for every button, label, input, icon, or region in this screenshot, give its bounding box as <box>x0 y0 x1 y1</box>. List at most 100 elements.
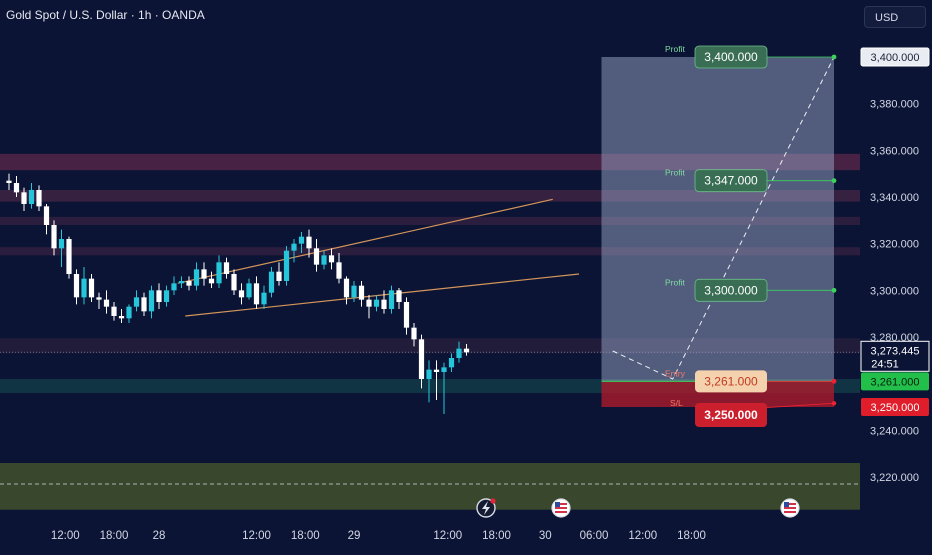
entry-price-box <box>695 370 767 393</box>
trendline <box>177 198 553 284</box>
candle <box>208 271 215 288</box>
entry-label-text: Entry <box>665 368 686 378</box>
projection-path <box>612 56 835 380</box>
entry-price-badge: 3,261.000 <box>861 372 929 391</box>
candle-body <box>321 255 327 265</box>
flag-icon-stripe <box>555 511 567 513</box>
candle <box>73 269 80 305</box>
candle <box>171 276 177 295</box>
candle-body <box>246 283 252 298</box>
candle <box>433 360 440 400</box>
candle-body <box>21 192 27 204</box>
zone-band <box>0 247 860 256</box>
us-flag-event-icon[interactable] <box>551 498 571 518</box>
bar-countdown-text: 24:51 <box>871 358 899 370</box>
time-tick-label: 12:00 <box>242 530 271 542</box>
candle-body <box>411 327 417 340</box>
candle <box>6 173 12 190</box>
candle <box>373 295 380 312</box>
candle <box>283 246 290 286</box>
candle <box>21 187 27 211</box>
price-tick-label: 3,320.000 <box>870 239 919 251</box>
candle-body <box>358 285 365 300</box>
candle <box>238 283 245 305</box>
candle <box>366 295 372 319</box>
candle-body <box>343 278 350 298</box>
flag-icon-stripe <box>784 503 796 505</box>
lightning-icon-alert-dot <box>490 498 496 504</box>
candles-layer <box>6 173 470 414</box>
events-layer[interactable] <box>476 498 800 518</box>
stop-price-badge: 3,250.000 <box>861 398 929 416</box>
profit-target-label[interactable]: 3,347.000 Profit <box>665 168 837 193</box>
profit-label-text: Profit <box>665 277 685 287</box>
target-labels-layer: 3,400.000 Profit 3,347.000 Profit 3,300.000 P… <box>665 44 837 427</box>
zone-band <box>0 463 860 510</box>
candle <box>148 285 155 319</box>
candle-body <box>456 348 462 358</box>
candle <box>141 292 147 316</box>
candle-body <box>283 250 290 281</box>
candle <box>403 297 410 335</box>
flag-icon-canton <box>555 502 560 507</box>
candle-body <box>163 290 170 302</box>
price-tick-label: 3,240.000 <box>870 425 919 437</box>
candle-body <box>66 239 72 274</box>
profit-price-text: 3,400.000 <box>704 50 758 64</box>
candle-body <box>253 283 260 305</box>
candle-body <box>418 339 425 379</box>
candle-body <box>306 236 312 249</box>
price-axis[interactable]: 3,220.0003,240.0003,260.0003,280.0003,30… <box>860 0 932 550</box>
lightning-event-icon[interactable] <box>476 498 496 518</box>
candle-body <box>13 183 20 193</box>
time-axis[interactable]: 12:00 18:00 28 12:00 18:00 29 12:00 18:00 30 06:0… <box>0 520 860 550</box>
profit-target-label[interactable]: 3,300.000 Profit <box>665 277 837 302</box>
entry-target-label[interactable]: 3,261.000 Entry <box>665 368 837 393</box>
candle-body <box>141 297 147 312</box>
currency-button[interactable]: USD <box>864 6 926 28</box>
candle <box>343 276 350 305</box>
time-tick-label: 18:00 <box>482 530 511 542</box>
last-price-badge-bg <box>860 340 930 372</box>
price-axis-background <box>860 0 932 550</box>
candle <box>58 229 65 267</box>
candle-body <box>433 369 440 372</box>
position-layer <box>601 57 834 407</box>
candle <box>28 183 35 209</box>
profit-target-label[interactable]: 3,400.000 Profit <box>665 44 837 69</box>
us-flag-event-icon[interactable] <box>780 498 800 518</box>
entry-price-text: 3,261.000 <box>704 374 758 388</box>
profit-zone <box>601 57 834 382</box>
candle-body <box>96 297 102 300</box>
time-tick-label: 29 <box>348 530 361 542</box>
candle <box>448 353 455 372</box>
candle-body <box>336 262 342 279</box>
flag-icon-stripe <box>555 507 567 509</box>
target-badge-text: 3,400.000 <box>871 52 920 64</box>
candle <box>103 290 110 314</box>
profit-price-box <box>694 45 768 69</box>
candle <box>253 276 260 309</box>
candle-body <box>403 302 410 328</box>
price-tick-label: 3,220.000 <box>870 472 919 484</box>
candle-body <box>351 285 357 298</box>
candle-body <box>73 274 80 298</box>
candle-body <box>43 206 50 225</box>
candle <box>66 236 72 279</box>
candle-body <box>156 290 162 302</box>
trendlines-layer <box>177 198 580 317</box>
stop-price-box <box>695 403 767 427</box>
projection-layer <box>612 56 835 380</box>
candle <box>358 281 365 307</box>
candle-body <box>463 348 470 353</box>
candle <box>36 185 42 211</box>
candle <box>261 285 267 309</box>
candle <box>291 239 297 263</box>
candle-body <box>178 281 185 284</box>
candle-body <box>51 225 57 249</box>
stop-target-label[interactable]: 3,250.000 S/L <box>670 398 837 427</box>
stop-price-text: 3,250.000 <box>704 408 758 422</box>
